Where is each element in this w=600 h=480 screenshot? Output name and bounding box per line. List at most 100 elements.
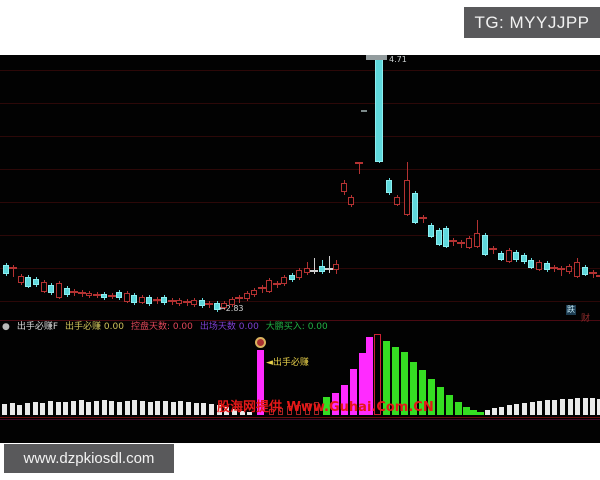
candle-wick — [239, 295, 240, 303]
left-white-bar — [86, 402, 91, 415]
candle-body-down — [3, 265, 9, 274]
right-white-bar — [507, 405, 512, 415]
left-white-bar — [240, 411, 245, 415]
red-hollow-small-bar — [278, 408, 283, 415]
tg-contact-text: TG: MYYJJPP — [474, 12, 590, 32]
magenta-rise-bar — [350, 369, 357, 415]
candlestick-chart-panel[interactable]: ● 出手必赚F 出手必赚 0.00 控盘天数: 0.00 出场天数 0.00 大鹏买入: … — [0, 55, 600, 443]
candle-wick — [453, 238, 454, 246]
candle-doji-dash — [550, 267, 558, 269]
green-pre-bar — [323, 397, 330, 415]
candle-body-down — [443, 228, 449, 247]
small-cyan-glyph: 跌 — [566, 305, 576, 315]
red-hollow-small-bar — [296, 405, 301, 415]
candle-doji-dash — [235, 297, 243, 299]
candle-body-up — [56, 283, 62, 298]
candle-wick — [262, 285, 263, 293]
left-white-bar — [71, 401, 76, 415]
candle-body-down — [131, 295, 137, 303]
grid-line — [0, 169, 600, 170]
candle-doji-dash — [153, 299, 161, 301]
right-white-bar — [530, 402, 535, 415]
left-white-bar — [40, 403, 45, 415]
right-white-bar — [522, 403, 527, 415]
tick-mark — [361, 110, 367, 112]
candle-body-up — [304, 268, 310, 273]
right-white-bar — [537, 401, 542, 415]
green-fall-bar — [463, 407, 470, 415]
candle-body-down — [101, 294, 107, 298]
candle-body-down — [412, 193, 418, 223]
candle-doji-dash — [355, 162, 363, 164]
candle-wick — [493, 246, 494, 254]
candle-body-down — [214, 303, 220, 310]
left-white-bar — [140, 401, 145, 415]
candle-doji-dash — [78, 292, 86, 294]
candle-doji-dash — [108, 295, 116, 297]
corner-red-glyph: 财 — [581, 314, 591, 324]
candle-body-down — [513, 252, 519, 260]
candle-body-up — [341, 183, 347, 192]
grid-line — [0, 103, 600, 104]
candle-doji-dash — [589, 272, 597, 274]
right-white-bar — [568, 399, 573, 415]
right-white-bar — [575, 398, 580, 415]
candle-doji-dash — [168, 300, 176, 302]
grid-line — [0, 301, 600, 302]
green-fall-bar — [401, 352, 408, 415]
candle-doji-dash — [273, 283, 281, 285]
candle-wick — [593, 270, 594, 278]
candle-doji-dash — [596, 275, 600, 277]
left-white-bar — [132, 400, 137, 415]
green-fall-bar — [428, 379, 435, 415]
left-white-bar — [232, 409, 237, 415]
candle-body-up — [86, 293, 92, 296]
left-white-bar — [217, 405, 222, 415]
candle-doji-dash — [93, 294, 101, 296]
candle-body-down — [582, 267, 588, 275]
indicator-segment: 出手必赚 0.00 — [65, 322, 124, 332]
left-white-bar — [247, 412, 252, 415]
candle-body-down — [528, 260, 534, 268]
indicator-values-row: ● 出手必赚F 出手必赚 0.00 控盘天数: 0.00 出场天数 0.00 大鹏买入: … — [2, 322, 328, 332]
candle-doji-dash — [457, 242, 465, 244]
magenta-rise-bar — [332, 393, 339, 415]
candle-wick — [561, 266, 562, 276]
watermark-label: 股海网提供 Www.Guhai.Com.CN — [217, 400, 434, 415]
magenta-rise-bar — [359, 353, 366, 415]
grid-line — [0, 70, 600, 71]
left-white-bar — [33, 402, 38, 415]
left-white-bar — [224, 407, 229, 415]
candle-body-down — [319, 266, 325, 272]
candle-doji-dash — [557, 268, 565, 270]
candle-body-down — [48, 285, 54, 293]
right-white-bar — [514, 404, 519, 415]
candle-body-up — [281, 277, 287, 284]
separator-line — [0, 320, 600, 321]
price-high-label: 4.71 — [389, 55, 407, 64]
candle-body-down — [161, 297, 167, 303]
candle-body-up — [244, 293, 250, 299]
right-white-bar — [499, 407, 504, 415]
indicator-segment: ● — [2, 322, 10, 332]
left-white-bar — [79, 400, 84, 415]
signal-medal-icon — [255, 337, 266, 348]
left-white-bar — [178, 401, 183, 415]
website-text: www.dzpkiosdl.com — [23, 450, 155, 467]
candle-body-up — [266, 280, 272, 292]
candle-body-down — [116, 292, 122, 298]
separator-line — [0, 419, 600, 420]
candle-wick — [314, 258, 315, 274]
candle-body-up — [41, 282, 47, 292]
candle-body-up — [474, 233, 480, 247]
green-fall-bar — [410, 362, 417, 415]
website-badge: www.dzpkiosdl.com — [4, 444, 174, 473]
red-hollow-small-bar — [287, 406, 292, 415]
candle-wick — [461, 240, 462, 248]
candle-body-down — [436, 230, 442, 245]
right-white-bar — [597, 399, 600, 415]
candle-doji-dash — [205, 303, 213, 305]
right-white-bar — [560, 399, 565, 415]
candle-body-down — [428, 225, 434, 237]
left-white-bar — [186, 402, 191, 415]
